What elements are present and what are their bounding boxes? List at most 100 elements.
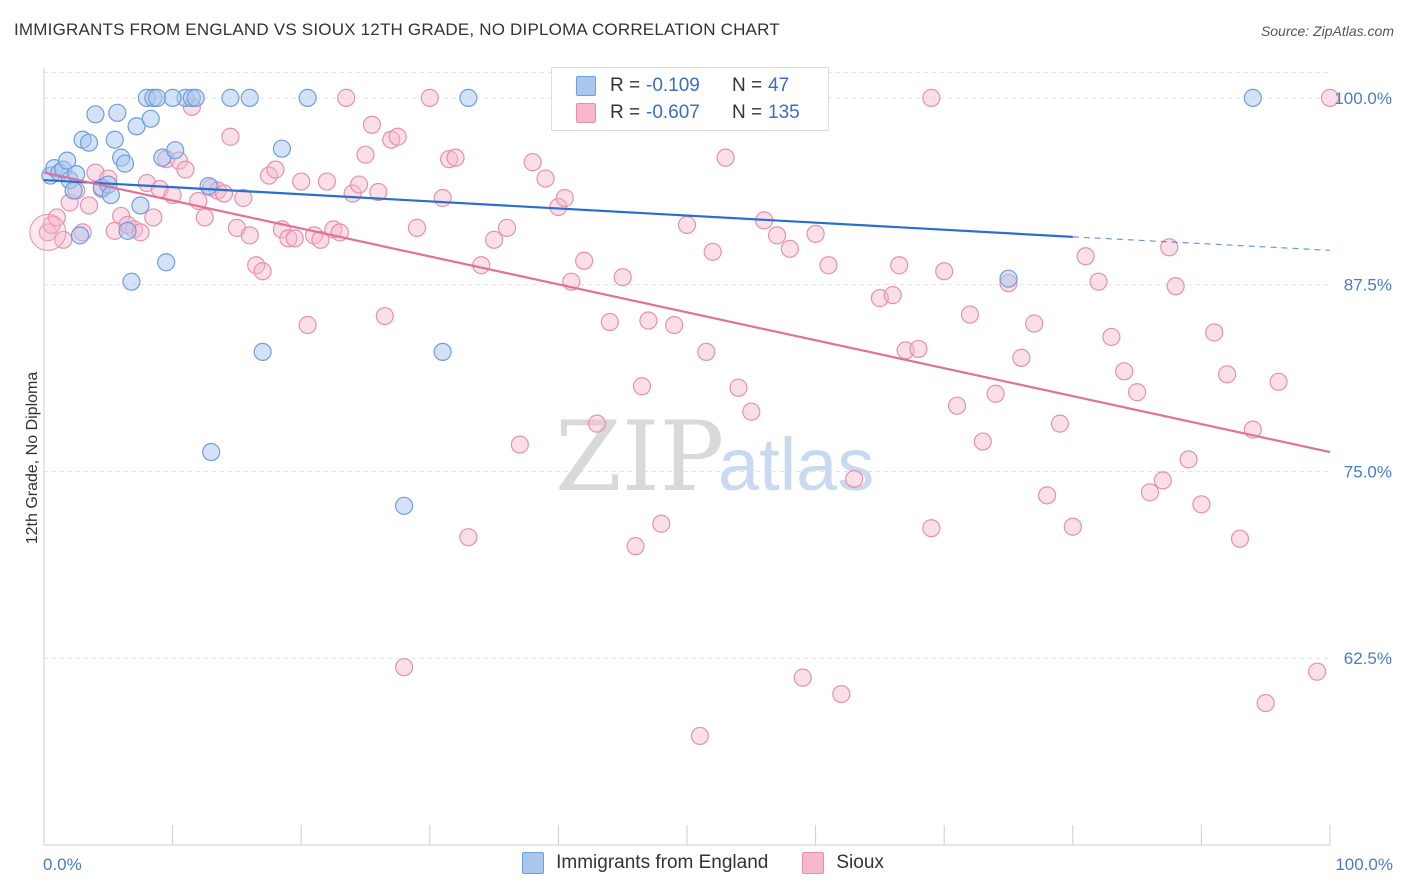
sioux-point xyxy=(221,127,240,146)
sioux-point xyxy=(922,88,941,107)
sioux-point xyxy=(652,514,671,533)
sioux-point xyxy=(485,230,504,249)
england-point xyxy=(122,272,141,291)
y-tick-label: 100.0% xyxy=(1334,89,1392,108)
sioux-point xyxy=(922,519,941,538)
sioux-point xyxy=(266,160,285,179)
england-point xyxy=(70,226,90,245)
sioux-point xyxy=(767,226,787,245)
sioux-point xyxy=(600,312,619,332)
sioux-point xyxy=(665,315,684,335)
sioux-point xyxy=(298,315,317,335)
sioux-point xyxy=(337,88,356,107)
x-tick-label: 0.0% xyxy=(43,855,82,874)
sioux-point xyxy=(677,215,697,234)
england-point xyxy=(459,88,478,107)
sioux-point xyxy=(317,172,337,191)
sioux-point xyxy=(1115,362,1134,381)
england-r-value: -0.109 xyxy=(646,75,700,96)
sioux-point xyxy=(1320,88,1340,107)
england-point xyxy=(118,221,137,240)
sioux-point xyxy=(292,172,311,191)
sioux-point xyxy=(54,230,73,249)
sioux-trend-line xyxy=(43,171,1331,454)
sioux-point xyxy=(742,402,761,421)
sioux-point xyxy=(703,242,722,261)
axes xyxy=(43,68,1331,846)
y-tick-label: 87.5% xyxy=(1344,276,1392,295)
england-point xyxy=(105,130,124,149)
sioux-point xyxy=(1256,693,1275,713)
england-point xyxy=(199,176,218,196)
sioux-point xyxy=(626,537,645,556)
sioux-point xyxy=(1037,486,1057,505)
england-point xyxy=(253,342,272,362)
sioux-point xyxy=(176,160,195,179)
legend-item-sioux: Sioux xyxy=(802,852,884,874)
watermark-zip: ZIP xyxy=(555,401,724,513)
sioux-point xyxy=(845,469,864,489)
england-point xyxy=(999,269,1018,288)
sioux-points xyxy=(29,88,1340,746)
sioux-point xyxy=(1076,247,1095,266)
england-trend-extension xyxy=(1072,236,1331,251)
sioux-point xyxy=(690,726,709,746)
sioux-point xyxy=(362,115,382,134)
england-trend-line xyxy=(43,178,1073,238)
sioux-point xyxy=(883,286,902,305)
sioux-point xyxy=(780,239,799,258)
england-point xyxy=(58,151,77,170)
sioux-r-value: -0.607 xyxy=(646,102,700,123)
england-point xyxy=(127,117,146,136)
sioux-point xyxy=(935,262,954,281)
series-legend: Immigrants from England Sioux xyxy=(0,852,1406,874)
sioux-point-large xyxy=(29,213,67,251)
sioux-point xyxy=(253,262,272,281)
england-point xyxy=(157,253,176,272)
england-point xyxy=(115,154,135,173)
n-label: N = xyxy=(732,102,763,123)
england-legend-swatch xyxy=(522,852,545,874)
sioux-point xyxy=(1218,365,1237,384)
sioux-point xyxy=(369,182,388,202)
england-point xyxy=(86,105,105,124)
england-point xyxy=(163,88,182,107)
england-point xyxy=(433,342,452,362)
sioux-point xyxy=(523,153,542,172)
sioux-point xyxy=(909,339,928,359)
sioux-swatch xyxy=(576,103,596,123)
r-label: R = xyxy=(610,75,641,96)
england-point xyxy=(79,133,99,152)
sioux-point xyxy=(439,150,459,169)
sioux-point xyxy=(240,226,259,245)
sioux-point xyxy=(407,218,427,237)
england-point xyxy=(131,196,150,215)
sioux-point xyxy=(375,306,394,326)
sioux-point xyxy=(1063,517,1082,536)
england-swatch xyxy=(576,76,596,96)
sioux-point xyxy=(144,208,163,227)
sioux-point xyxy=(47,208,66,227)
sioux-n-value: 135 xyxy=(768,102,800,123)
x-tick-labels: 0.0% 100.0% xyxy=(43,855,1393,874)
england-point xyxy=(166,141,185,160)
england-point xyxy=(394,496,414,515)
sioux-point xyxy=(497,218,517,237)
trend-lines xyxy=(43,171,1331,454)
sioux-point xyxy=(819,256,838,275)
n-label: N = xyxy=(732,75,763,96)
sioux-point xyxy=(1127,383,1147,402)
sioux-point xyxy=(433,188,452,208)
sioux-point xyxy=(420,88,439,107)
sioux-point xyxy=(575,251,594,270)
sioux-point xyxy=(311,230,330,249)
sioux-point xyxy=(1205,323,1224,342)
sioux-point xyxy=(639,311,658,330)
sioux-point xyxy=(1153,471,1172,490)
sioux-point xyxy=(79,196,99,215)
sioux-point xyxy=(947,396,967,415)
sioux-point xyxy=(1192,495,1211,514)
sioux-point xyxy=(1140,483,1160,502)
sioux-point xyxy=(214,184,234,203)
